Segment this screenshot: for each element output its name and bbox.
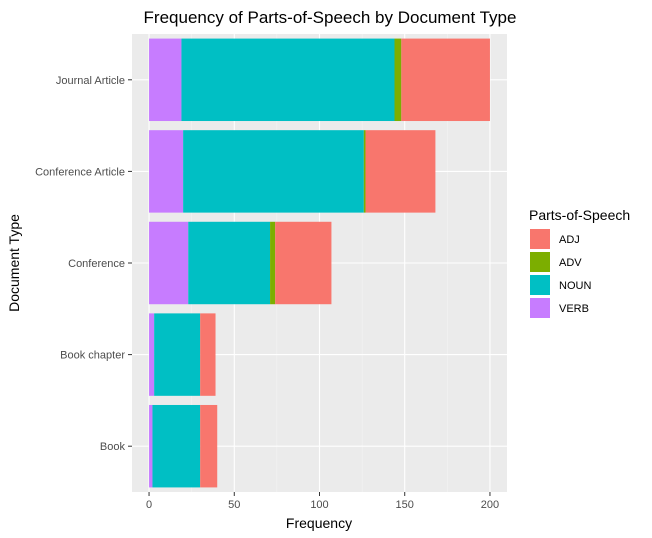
bar-adv <box>394 38 402 122</box>
y-tick-label: Book chapter <box>60 350 125 362</box>
bar-noun <box>152 404 201 488</box>
bar-adj <box>401 38 490 122</box>
bar-verb <box>149 130 184 213</box>
x-axis-title: Frequency <box>286 515 352 531</box>
bar-noun <box>154 313 201 396</box>
legend-title: Parts-of-Speech <box>529 207 630 223</box>
legend-key-adv <box>530 252 550 272</box>
bar-adv <box>270 221 276 305</box>
x-tick-label: 100 <box>310 499 328 511</box>
bar-adj <box>200 313 216 396</box>
bar-noun <box>181 38 395 122</box>
bar-noun <box>183 130 364 213</box>
bar-verb <box>149 313 155 396</box>
y-tick-label: Book <box>100 441 126 453</box>
legend-key-adj <box>530 229 550 249</box>
x-tick-label: 0 <box>146 499 152 511</box>
bar-verb <box>149 221 189 305</box>
legend-label: ADV <box>559 257 582 269</box>
x-tick-label: 200 <box>481 499 499 511</box>
y-tick-label: Journal Article <box>56 75 125 87</box>
legend-label: ADJ <box>559 234 580 246</box>
bar-verb <box>149 38 182 122</box>
legend-label: NOUN <box>559 280 591 292</box>
y-tick-label: Conference Article <box>35 166 125 178</box>
legend-label: VERB <box>559 303 589 315</box>
bar-adj <box>365 130 436 213</box>
bar-adj <box>200 404 218 488</box>
bar-adv <box>363 130 366 213</box>
y-axis-title: Document Type <box>6 214 22 312</box>
x-tick-label: 50 <box>228 499 240 511</box>
chart-title: Frequency of Parts-of-Speech by Document… <box>144 8 517 27</box>
bar-verb <box>149 404 153 488</box>
bar-noun <box>188 221 271 305</box>
y-tick-label: Conference <box>68 258 125 270</box>
x-tick-label: 150 <box>396 499 414 511</box>
plot-panel <box>132 34 507 492</box>
legend-key-verb <box>530 298 550 318</box>
bar-adj <box>275 221 332 305</box>
legend: Parts-of-Speech ADJ ADV NOUN VERB <box>529 207 630 318</box>
legend-key-noun <box>530 275 550 295</box>
